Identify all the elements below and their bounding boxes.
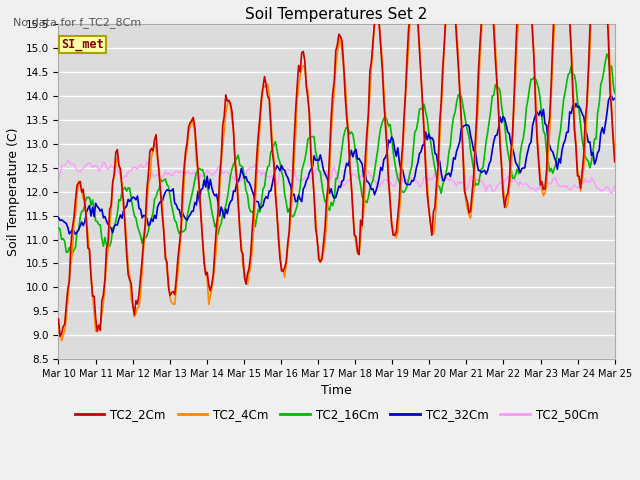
TC2_16Cm [68,251,76,256]
TC2_2Cm [54,316,62,322]
TC2_50Cm [300,177,307,183]
TC2_2Cm [581,117,589,122]
TC2_32Cm [124,196,132,202]
X-axis label: Time: Time [321,384,352,397]
TC2_32Cm [54,215,62,220]
TC2_50Cm [581,176,589,181]
TC2_4Cm [54,325,62,331]
TC2_2Cm [300,48,307,54]
TC2_2Cm [124,272,132,277]
Line: TC2_50Cm: TC2_50Cm [58,161,614,193]
TC2_32Cm [250,192,257,198]
TC2_50Cm [241,169,248,175]
TC2_4Cm [250,226,257,231]
TC2_4Cm [58,338,65,344]
TC2_32Cm [222,206,230,212]
Text: No data for f_TC2_8Cm: No data for f_TC2_8Cm [13,17,141,28]
TC2_16Cm [222,203,230,208]
TC2_32Cm [241,175,248,181]
TC2_4Cm [241,269,248,275]
TC2_50Cm [611,183,618,189]
TC2_16Cm [300,162,307,168]
TC2_2Cm [611,159,618,165]
Line: TC2_32Cm: TC2_32Cm [58,96,614,234]
Line: TC2_16Cm: TC2_16Cm [58,54,614,253]
TC2_16Cm [250,211,257,216]
TC2_4Cm [611,147,618,153]
TC2_4Cm [222,110,230,116]
TC2_2Cm [241,274,248,279]
TC2_32Cm [300,186,307,192]
TC2_50Cm [608,191,616,196]
TC2_16Cm [603,51,611,57]
TC2_32Cm [611,96,618,101]
Y-axis label: Soil Temperature (C): Soil Temperature (C) [7,128,20,256]
Line: TC2_4Cm: TC2_4Cm [58,0,614,341]
TC2_4Cm [581,143,589,148]
TC2_50Cm [222,168,230,174]
TC2_16Cm [124,185,132,191]
TC2_2Cm [250,207,257,213]
TC2_16Cm [54,225,62,231]
TC2_32Cm [72,231,79,237]
TC2_16Cm [581,154,589,159]
TC2_50Cm [54,178,62,184]
TC2_4Cm [300,63,307,69]
Legend: TC2_2Cm, TC2_4Cm, TC2_16Cm, TC2_32Cm, TC2_50Cm: TC2_2Cm, TC2_4Cm, TC2_16Cm, TC2_32Cm, TC… [70,403,603,426]
TC2_2Cm [56,334,64,339]
TC2_4Cm [124,265,132,271]
Line: TC2_2Cm: TC2_2Cm [58,0,614,336]
TC2_50Cm [124,169,132,175]
TC2_50Cm [250,164,257,170]
TC2_2Cm [222,92,230,98]
TC2_32Cm [608,93,616,99]
Text: SI_met: SI_met [61,38,104,51]
TC2_50Cm [64,158,72,164]
Title: Soil Temperatures Set 2: Soil Temperatures Set 2 [245,7,428,22]
TC2_32Cm [581,124,589,130]
TC2_16Cm [241,176,248,181]
TC2_16Cm [611,90,618,96]
